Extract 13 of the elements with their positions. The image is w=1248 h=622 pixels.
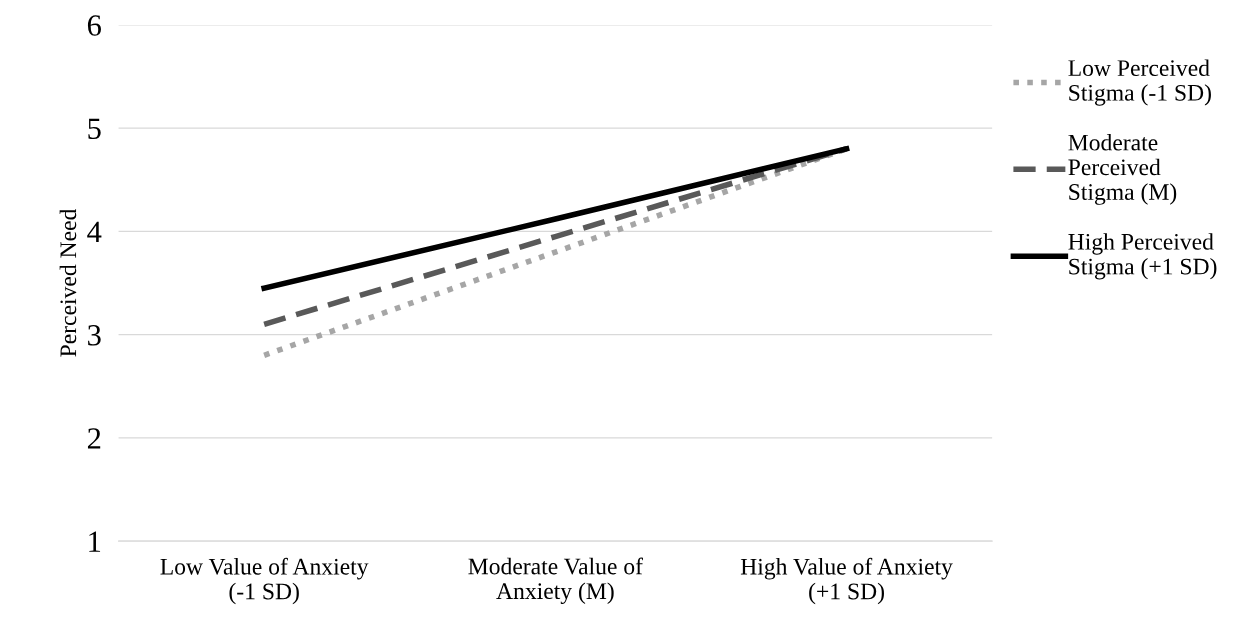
y-tick-label: 1 [89, 531, 101, 552]
x-tick-label: High Value of Anxiety (+1 SD) [740, 557, 953, 605]
y-tick-label: 6 [87, 15, 101, 36]
y-tick-label: 5 [88, 118, 101, 140]
legend-label: High Perceived Stigma (+1 SD) [1068, 233, 1217, 280]
y-tick-label: 4 [87, 221, 102, 242]
y-axis-title: Perceived Need [59, 208, 77, 357]
legend-label: Moderate Perceived Stigma (M) [1068, 133, 1177, 205]
x-tick-label: Moderate Value of Anxiety (M) [468, 557, 643, 604]
y-tick-label: 2 [87, 428, 101, 449]
y-tick-label: 3 [88, 325, 101, 346]
legend-label: Low Perceived Stigma (-1 SD) [1068, 59, 1211, 106]
x-tick-label: Low Value of Anxiety (-1 SD) [160, 557, 369, 605]
